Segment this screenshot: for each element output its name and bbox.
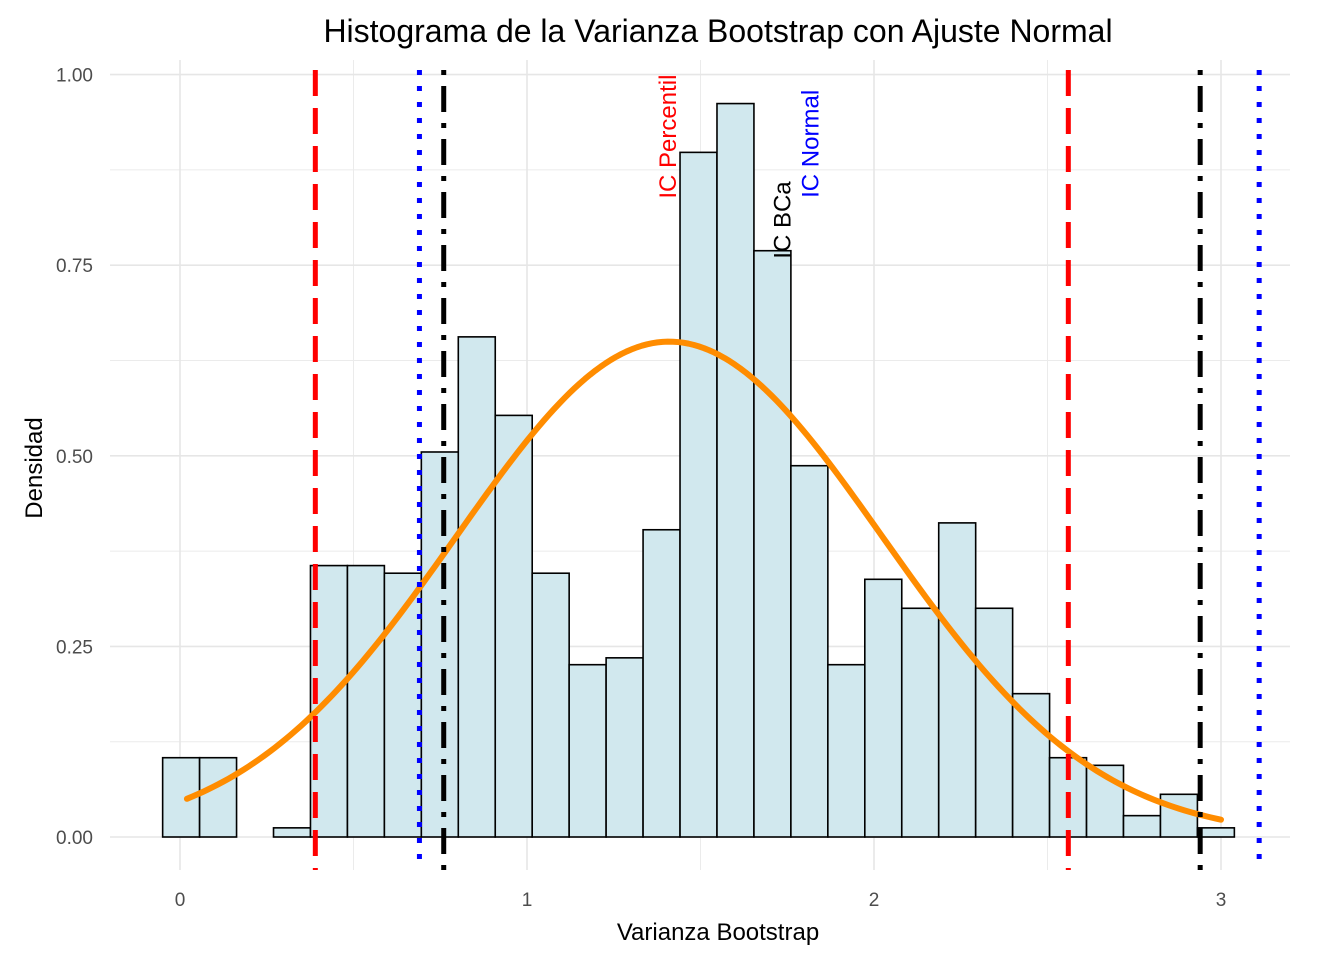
- histogram-bar: [1122, 814, 1162, 838]
- histogram-bar: [716, 102, 755, 838]
- x-tick-label: 0: [175, 890, 186, 911]
- tick-labels-layer: 0 1 2 3 0.00 0.25 0.50 0.75 1.00: [56, 66, 1226, 911]
- histogram-bar: [937, 522, 977, 838]
- ci-annotation-label: IC BCa: [770, 181, 797, 259]
- histogram-bar: [198, 756, 238, 838]
- histogram-bar: [974, 607, 1014, 838]
- y-tick-label: 0.50: [56, 447, 93, 468]
- normal-fit-layer: [183, 338, 1224, 823]
- histogram-bar: [1011, 692, 1051, 838]
- x-tick-label: 2: [869, 890, 880, 911]
- ci-annotation-label: IC Percentil: [655, 75, 682, 199]
- histogram-bar: [420, 451, 460, 838]
- histogram-bar: [1196, 827, 1236, 838]
- x-tick-label: 1: [522, 890, 533, 911]
- x-tick-label: 3: [1216, 890, 1227, 911]
- histogram-bar: [457, 336, 497, 838]
- bars-layer: [161, 102, 1236, 838]
- histogram-bar: [383, 572, 423, 838]
- histogram-bar: [827, 663, 866, 838]
- chart-title: Histograma de la Varianza Bootstrap con …: [323, 13, 1112, 49]
- histogram-bar: [272, 827, 312, 838]
- y-tick-label: 0.75: [56, 256, 93, 277]
- y-tick-label: 0.00: [56, 828, 93, 849]
- histogram-bar: [531, 572, 570, 838]
- ci-annotation-label: IC Normal: [797, 90, 824, 198]
- histogram-bar: [790, 464, 829, 838]
- y-tick-label: 0.25: [56, 637, 93, 658]
- y-axis-title: Densidad: [21, 417, 48, 518]
- histogram-bar: [900, 607, 940, 838]
- histogram-bar: [864, 578, 903, 838]
- x-axis-title: Varianza Bootstrap: [617, 919, 819, 946]
- histogram-bar: [605, 657, 644, 838]
- histogram-bar: [1159, 793, 1199, 838]
- histogram-bar: [346, 564, 386, 838]
- histogram-bar: [679, 151, 718, 838]
- histogram-bar: [753, 249, 792, 838]
- normal-fit-curve: [183, 338, 1224, 823]
- y-tick-label: 1.00: [56, 66, 93, 87]
- histogram-bar: [568, 663, 607, 838]
- ci-lines-layer: [312, 70, 1262, 870]
- histogram-bar: [642, 528, 681, 838]
